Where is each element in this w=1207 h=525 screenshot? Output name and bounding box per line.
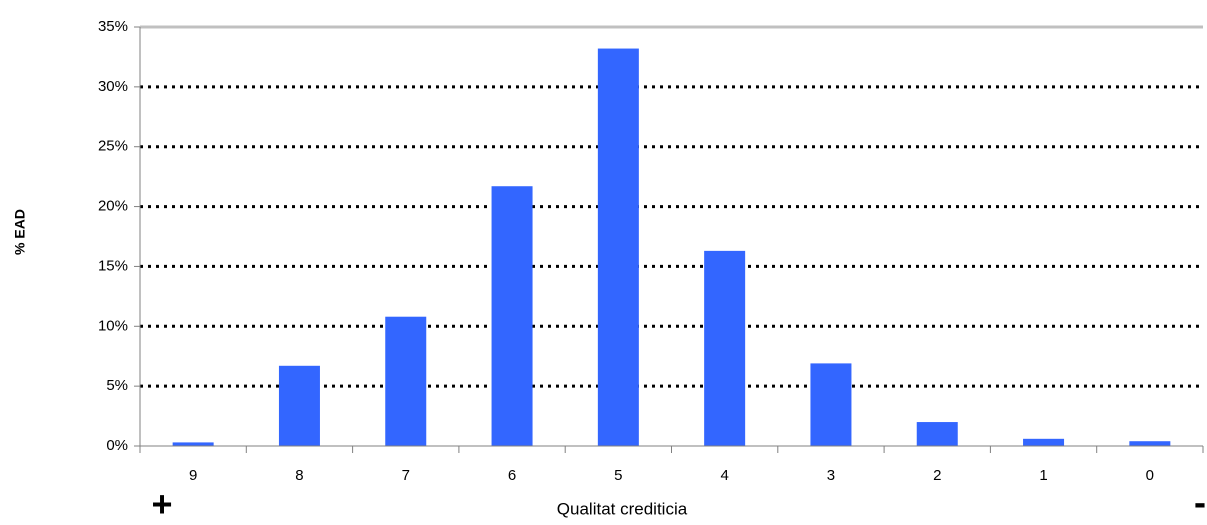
x-tick-label: 7	[402, 467, 410, 484]
y-tick-label: 10%	[98, 317, 128, 334]
x-tick-label: 0	[1146, 467, 1154, 484]
x-tick-label: 8	[295, 467, 303, 484]
y-tick-label: 25%	[98, 138, 128, 155]
x-tick-label: 9	[189, 467, 197, 484]
x-tick-label: 6	[508, 467, 516, 484]
x-tick-label: 5	[614, 467, 622, 484]
bars	[172, 48, 1171, 446]
x-tick-label: 4	[720, 467, 728, 484]
axes	[134, 26, 1204, 453]
y-tick-label: 15%	[98, 257, 128, 274]
x-tick-label: 1	[1039, 467, 1047, 484]
bar-0	[1129, 441, 1171, 446]
x-axis-label: Qualitat crediticia	[557, 499, 688, 518]
y-tick-label: 20%	[98, 198, 128, 215]
bar-3	[810, 363, 852, 446]
tick-labels: 0% 5% 10% 15% 20% 25% 30% 35% 9 8 7 6 5 4 3 2 1 0	[98, 18, 1154, 484]
y-tick-label: 30%	[98, 78, 128, 95]
annotation-plus: +	[151, 484, 172, 520]
bar-6	[491, 186, 533, 446]
bar-7	[385, 316, 427, 446]
bar-4	[704, 250, 746, 446]
y-tick-label: 35%	[98, 18, 128, 35]
x-tick-label: 3	[827, 467, 835, 484]
x-tick-label: 2	[933, 467, 941, 484]
bar-9	[172, 442, 214, 446]
y-axis-label: % EAD	[12, 209, 28, 255]
annotation-minus: -	[1194, 482, 1206, 520]
y-tick-label: 5%	[106, 377, 128, 394]
bar-8	[278, 365, 320, 446]
y-tick-label: 0%	[106, 437, 128, 454]
bar-2	[916, 422, 958, 446]
bar-5	[597, 48, 639, 446]
bar-1	[1023, 438, 1065, 446]
grid-lines	[140, 25, 1203, 388]
